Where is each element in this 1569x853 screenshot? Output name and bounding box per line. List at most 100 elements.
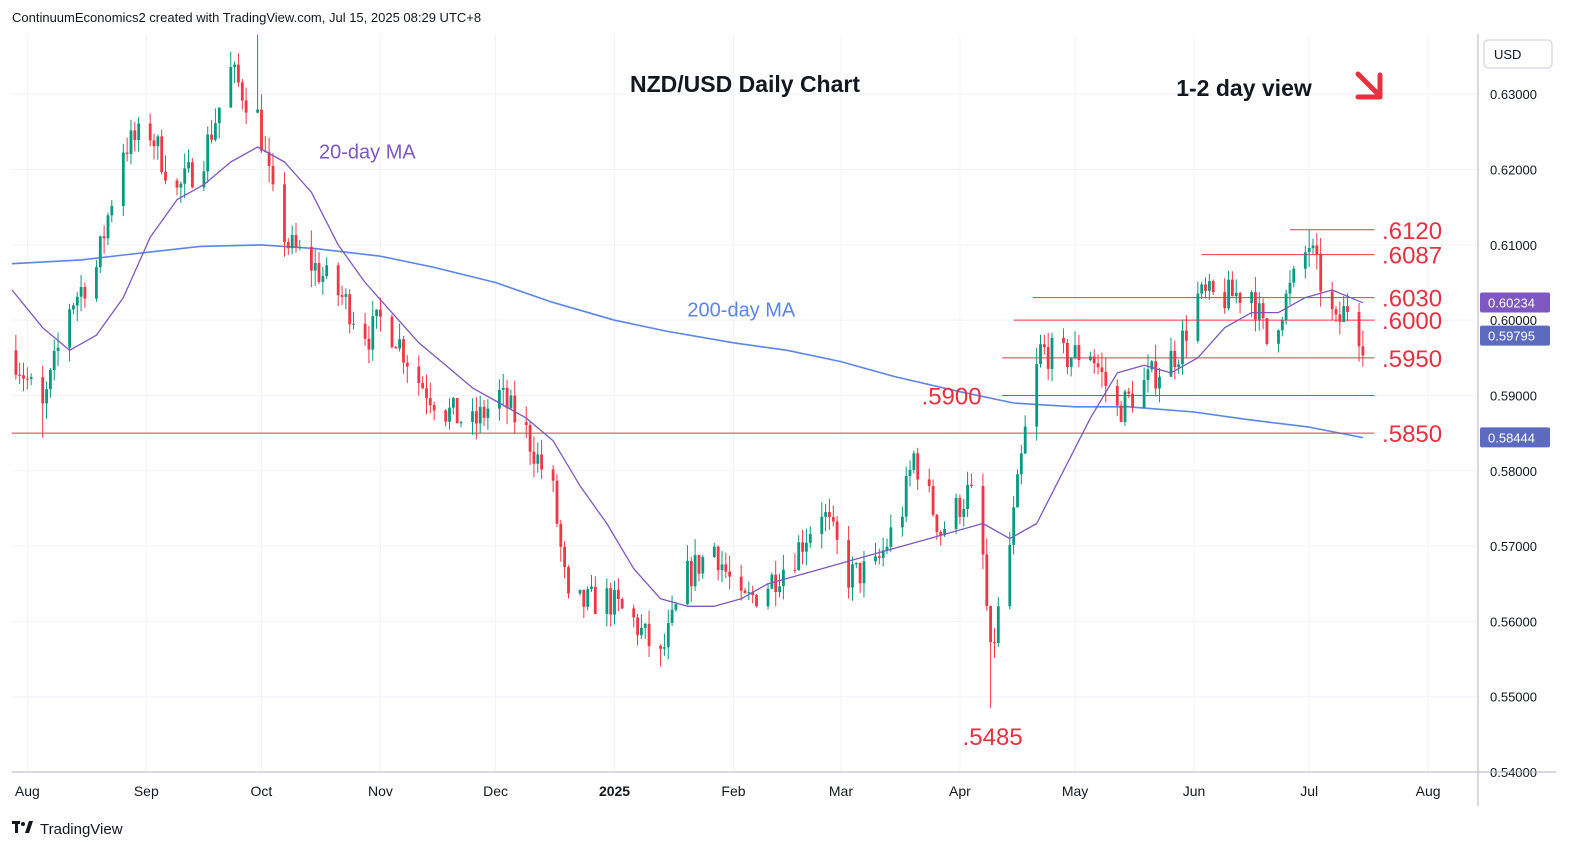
x-tick-label: Aug xyxy=(15,783,40,799)
candle-body xyxy=(340,295,344,297)
candle-body xyxy=(214,123,217,140)
candle-body xyxy=(686,561,689,605)
x-tick-label: Jul xyxy=(1300,783,1318,799)
candle-body xyxy=(14,350,18,375)
candle-body xyxy=(613,589,616,615)
candle-body xyxy=(244,100,248,113)
candle-body xyxy=(26,378,29,380)
candle-body xyxy=(79,287,83,297)
candle-body xyxy=(1096,363,1100,368)
candle-body xyxy=(958,498,962,517)
candle-body xyxy=(774,574,778,592)
candle-body xyxy=(970,484,973,486)
candle-body xyxy=(916,453,920,480)
candle-body xyxy=(1254,292,1257,320)
level-label: .5850 xyxy=(1382,421,1442,448)
candle-body xyxy=(156,136,160,147)
candle-body xyxy=(712,546,716,557)
candle-body xyxy=(237,64,240,83)
candle-body xyxy=(559,523,563,547)
candle-body xyxy=(1357,312,1361,347)
x-tick-label: Aug xyxy=(1416,783,1441,799)
candle-body xyxy=(617,589,620,599)
candle-body xyxy=(966,484,969,509)
candle-body xyxy=(989,606,992,643)
x-tick-label: May xyxy=(1062,783,1088,799)
level-label: .6120 xyxy=(1382,218,1442,245)
level-label: .5900 xyxy=(922,383,982,410)
candle-body xyxy=(478,406,482,424)
candle-body xyxy=(125,152,129,154)
candle-body xyxy=(747,592,751,594)
candle-body xyxy=(1288,282,1292,294)
x-tick-label: Feb xyxy=(721,783,745,799)
candle-body xyxy=(1338,314,1342,323)
candle-body xyxy=(1315,245,1319,254)
candle-body xyxy=(643,623,647,628)
candle-body xyxy=(133,130,137,140)
candle-body xyxy=(290,235,294,249)
level-label: .6030 xyxy=(1382,286,1442,313)
candle-body xyxy=(1019,453,1023,475)
candle-body xyxy=(471,411,474,422)
candle-body xyxy=(931,486,935,515)
candle-body xyxy=(782,569,785,587)
candle-body xyxy=(513,395,517,423)
candle-body xyxy=(1169,350,1173,377)
candle-body xyxy=(578,589,582,594)
candle-body xyxy=(1204,284,1207,291)
candle-body xyxy=(755,595,758,607)
candle-body xyxy=(271,166,275,185)
candle-body xyxy=(448,407,451,422)
candle-body xyxy=(943,528,946,536)
candle-body xyxy=(659,646,662,649)
ma200-layer xyxy=(11,244,1364,439)
candle-body xyxy=(901,516,904,528)
candle-body xyxy=(52,351,56,370)
candle-body xyxy=(459,422,463,424)
candle-body xyxy=(985,554,989,607)
attribution-text: ContinuumEconomics2 created with Trading… xyxy=(12,10,482,25)
candle-body xyxy=(1361,346,1365,356)
candle-body xyxy=(670,609,674,623)
ma200-label: 200-day MA xyxy=(687,299,795,321)
candle-body xyxy=(18,374,22,376)
price-badge xyxy=(1480,325,1550,346)
candle-body xyxy=(1077,345,1081,361)
chart-subtitle: 1-2 day view xyxy=(1176,75,1312,101)
candle-body xyxy=(83,287,87,299)
candle-body xyxy=(835,521,839,540)
candle-body xyxy=(1307,248,1311,253)
candle-body xyxy=(286,242,290,249)
x-tick-label: Nov xyxy=(368,783,393,799)
candle-body xyxy=(1181,330,1184,365)
level-label: .5950 xyxy=(1382,346,1442,373)
candle-body xyxy=(1073,345,1077,358)
candle-body xyxy=(367,338,371,350)
level-label: .6087 xyxy=(1382,243,1442,270)
candle-body xyxy=(179,183,183,188)
candle-body xyxy=(609,588,613,615)
y-tick-label: 0.58000 xyxy=(1490,464,1537,479)
arrow-shaft xyxy=(1355,71,1381,97)
candle-body xyxy=(229,67,233,108)
candle-body xyxy=(724,564,728,572)
candle-body xyxy=(720,564,724,571)
candle-body xyxy=(1303,252,1307,269)
candle-body xyxy=(164,172,167,181)
candle-body xyxy=(555,480,559,524)
candle-body xyxy=(202,171,206,188)
candle-body xyxy=(160,136,164,172)
x-tick-label: Dec xyxy=(483,783,508,799)
candle-body xyxy=(256,109,259,113)
candle-body xyxy=(1046,347,1050,369)
candle-body xyxy=(475,411,478,424)
candle-body xyxy=(1043,344,1046,348)
y-tick-label: 0.60000 xyxy=(1490,313,1537,328)
candle-body xyxy=(640,627,643,636)
y-tick-label: 0.59000 xyxy=(1490,388,1537,403)
candle-body xyxy=(563,546,566,568)
candle-body xyxy=(505,387,509,409)
candle-body xyxy=(666,623,670,648)
